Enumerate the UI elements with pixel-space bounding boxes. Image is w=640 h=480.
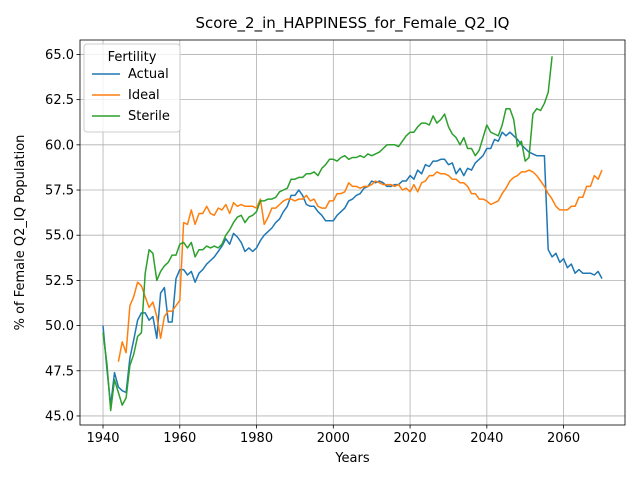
y-tick-label: 62.5: [45, 93, 74, 108]
series-line-ideal: [117, 169, 603, 362]
x-tick-label: 2020: [394, 431, 427, 446]
y-axis-label: % of Female Q2_IQ Population: [13, 135, 28, 331]
y-tick-label: 50.0: [45, 319, 74, 334]
y-tick-label: 52.5: [45, 274, 74, 289]
y-tick-label: 60.0: [45, 138, 74, 153]
x-axis-label: Years: [334, 451, 370, 466]
y-tick-label: 65.0: [45, 48, 74, 63]
plot-frame: [79, 39, 626, 426]
legend-entry-ideal: Ideal: [128, 88, 160, 103]
legend-box: [83, 43, 181, 133]
chart-title: Score_2_in_HAPPINESS_for_Female_Q2_IQ: [196, 14, 510, 33]
legend-entry-sterile: Sterile: [128, 109, 170, 124]
y-axis: 45.0 47.5 50.0 52.5 55.0 57.5 60.0 62.5 65.0: [45, 48, 80, 424]
legend-title: Fertility: [108, 50, 157, 65]
x-tick-label: 2060: [547, 431, 580, 446]
y-tick-label: 57.5: [45, 184, 74, 199]
y-tick-label: 47.5: [45, 364, 74, 379]
series-line-actual: [102, 131, 603, 406]
x-axis: 1940 1960 1980 2000 2020 2040 2060: [86, 425, 580, 446]
grid-lines: [80, 40, 625, 425]
y-tick-label: 55.0: [45, 229, 74, 244]
x-tick-label: 2000: [317, 431, 350, 446]
legend: Fertility Actual Ideal Sterile: [83, 43, 181, 133]
legend-entry-actual: Actual: [128, 67, 169, 82]
series-layer: [102, 56, 603, 412]
x-tick-label: 1940: [86, 431, 119, 446]
series-line-sterile: [102, 56, 553, 412]
x-tick-label: 2040: [470, 431, 503, 446]
x-tick-label: 1980: [240, 431, 273, 446]
y-tick-label: 45.0: [45, 409, 74, 424]
x-tick-label: 1960: [163, 431, 196, 446]
